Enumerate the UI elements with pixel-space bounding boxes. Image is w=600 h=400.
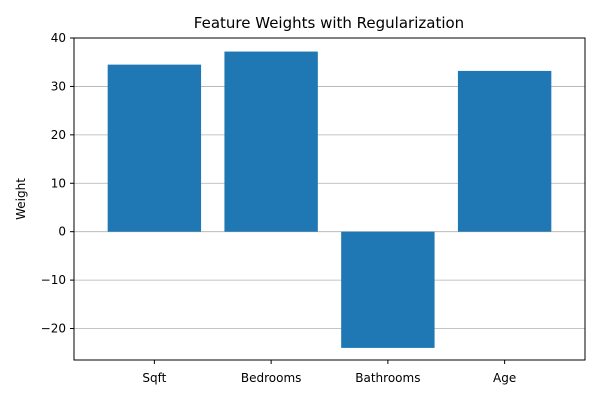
y-tick-label-6: 40 (51, 31, 66, 45)
chart-title: Feature Weights with Regularization (194, 14, 464, 32)
y-tick-label-0: −20 (41, 322, 66, 336)
y-tick-label-4: 20 (51, 128, 66, 142)
bars (107, 51, 552, 348)
y-tick-label-3: 10 (51, 176, 66, 190)
plot-frame (73, 37, 586, 361)
bar-sqft (107, 64, 202, 232)
y-axis-label: Weight (14, 178, 28, 220)
bar-bedrooms (224, 51, 318, 232)
y-tick-label-5: 30 (51, 79, 66, 93)
bar-age (457, 70, 552, 232)
x-tick-label-sqft: Sqft (142, 371, 166, 385)
x-tick-label-bathrooms: Bathrooms (355, 371, 420, 385)
bar-bathrooms (341, 231, 435, 348)
x-tick-label-bedrooms: Bedrooms (241, 371, 302, 385)
y-tick-label-1: −10 (41, 273, 66, 287)
x-ticks: Sqft Bedrooms Bathrooms Age (142, 360, 516, 385)
y-ticks: −20 −10 0 10 20 30 40 (41, 31, 74, 336)
y-tick-label-2: 0 (58, 225, 66, 239)
x-tick-label-age: Age (493, 371, 516, 385)
